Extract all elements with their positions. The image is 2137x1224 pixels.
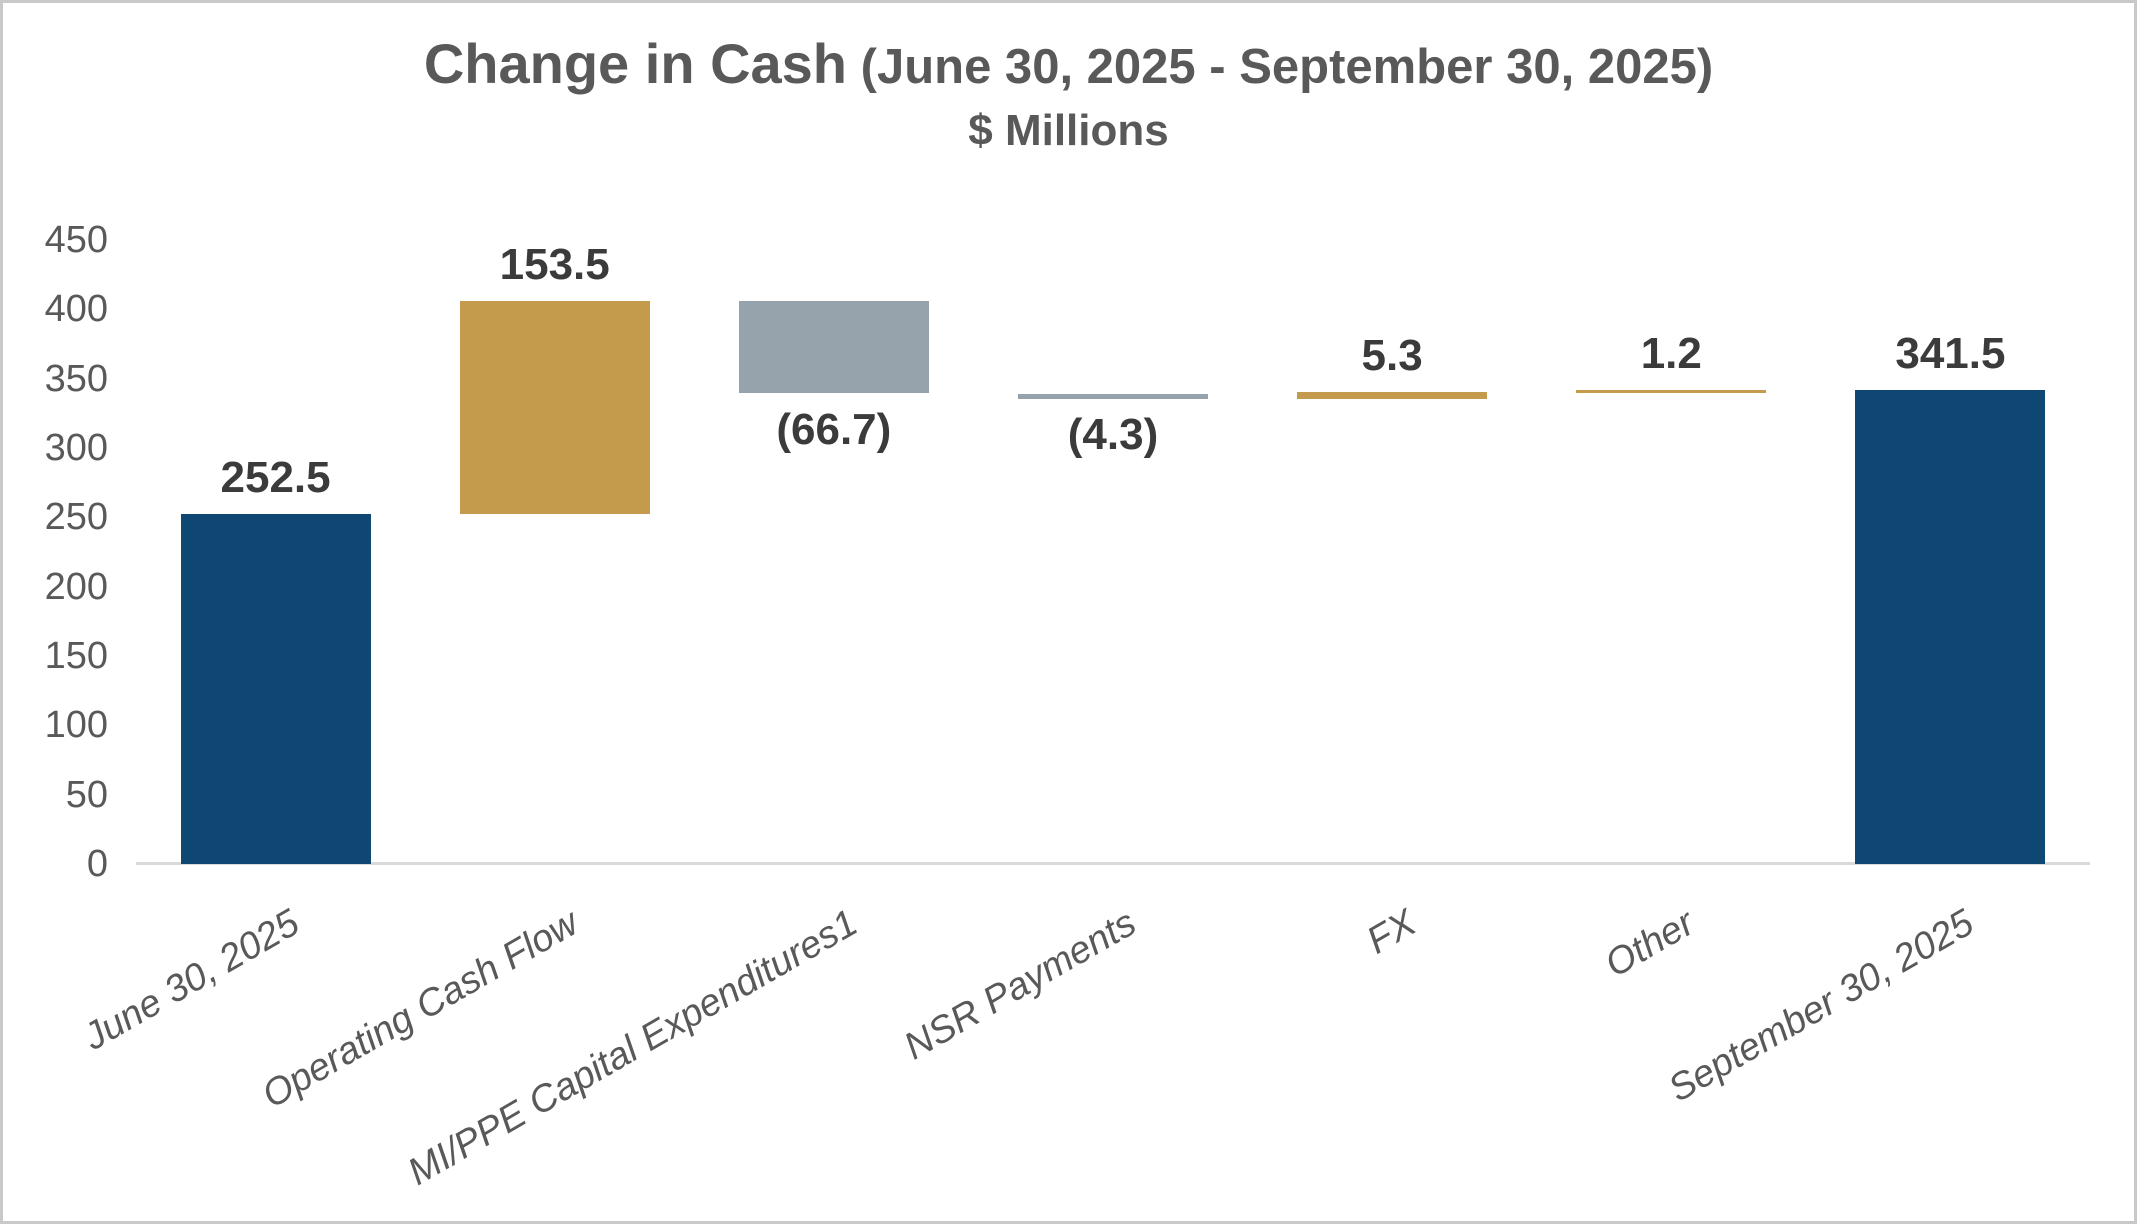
x-axis-category-label-nsr-payments: NSR Payments [897,901,1144,1069]
chart-title-block: Change in Cash (June 30, 2025 - Septembe… [3,32,2134,155]
data-label-other: 1.2 [1640,329,1702,379]
chart-title: Change in Cash (June 30, 2025 - Septembe… [3,32,2134,96]
data-label-september-30-2025: 341.5 [1895,329,2006,379]
y-axis-tick-label: 350 [44,357,108,400]
bar-mi-ppe-capital-expenditures1 [738,301,929,394]
x-axis-category-label-other: Other [1598,901,1702,986]
x-axis-line [136,862,2090,865]
y-axis-tick-label: 0 [86,843,108,885]
x-axis-category-label-fx: FX [1359,901,1423,963]
y-axis-tick-label: 100 [44,704,108,747]
y-axis-tick-label: 400 [44,288,108,331]
y-axis-tick-label: 300 [44,427,108,469]
data-label-mi-ppe-capital-expenditures1: (66.7) [776,404,892,454]
x-axis-category-label-june-30-2025: June 30, 2025 [76,901,307,1059]
bar-fx [1297,392,1488,400]
bar-operating-cash-flow [459,301,650,514]
chart-title-main: Change in Cash [423,32,848,95]
bar-june-30-2025 [180,513,371,864]
y-axis-tick-label: 250 [44,496,108,539]
bar-other [1576,390,1767,394]
y-axis-tick-label: 200 [44,565,108,608]
chart-title-daterange: (June 30, 2025 - September 30, 2025) [860,40,1714,94]
data-label-operating-cash-flow: 153.5 [499,240,610,289]
x-axis-category-label-mi-ppe-capital-expenditures1: MI/PPE Capital Expenditures1 [400,901,865,1194]
bar-september-30-2025 [1855,390,2046,864]
data-label-nsr-payments: (4.3) [1067,410,1159,460]
data-label-fx: 5.3 [1361,331,1423,381]
x-axis-category-label-september-30-2025: September 30, 2025 [1661,901,1981,1111]
bar-nsr-payments [1018,393,1208,400]
chart-subtitle: $ Millions [968,105,1169,155]
y-axis-tick-label: 150 [44,635,108,677]
chart-title-range [847,40,861,94]
y-axis-tick-label: 50 [65,773,108,816]
data-label-june-30-2025: 252.5 [220,452,331,502]
y-axis-tick-label: 450 [44,219,108,261]
